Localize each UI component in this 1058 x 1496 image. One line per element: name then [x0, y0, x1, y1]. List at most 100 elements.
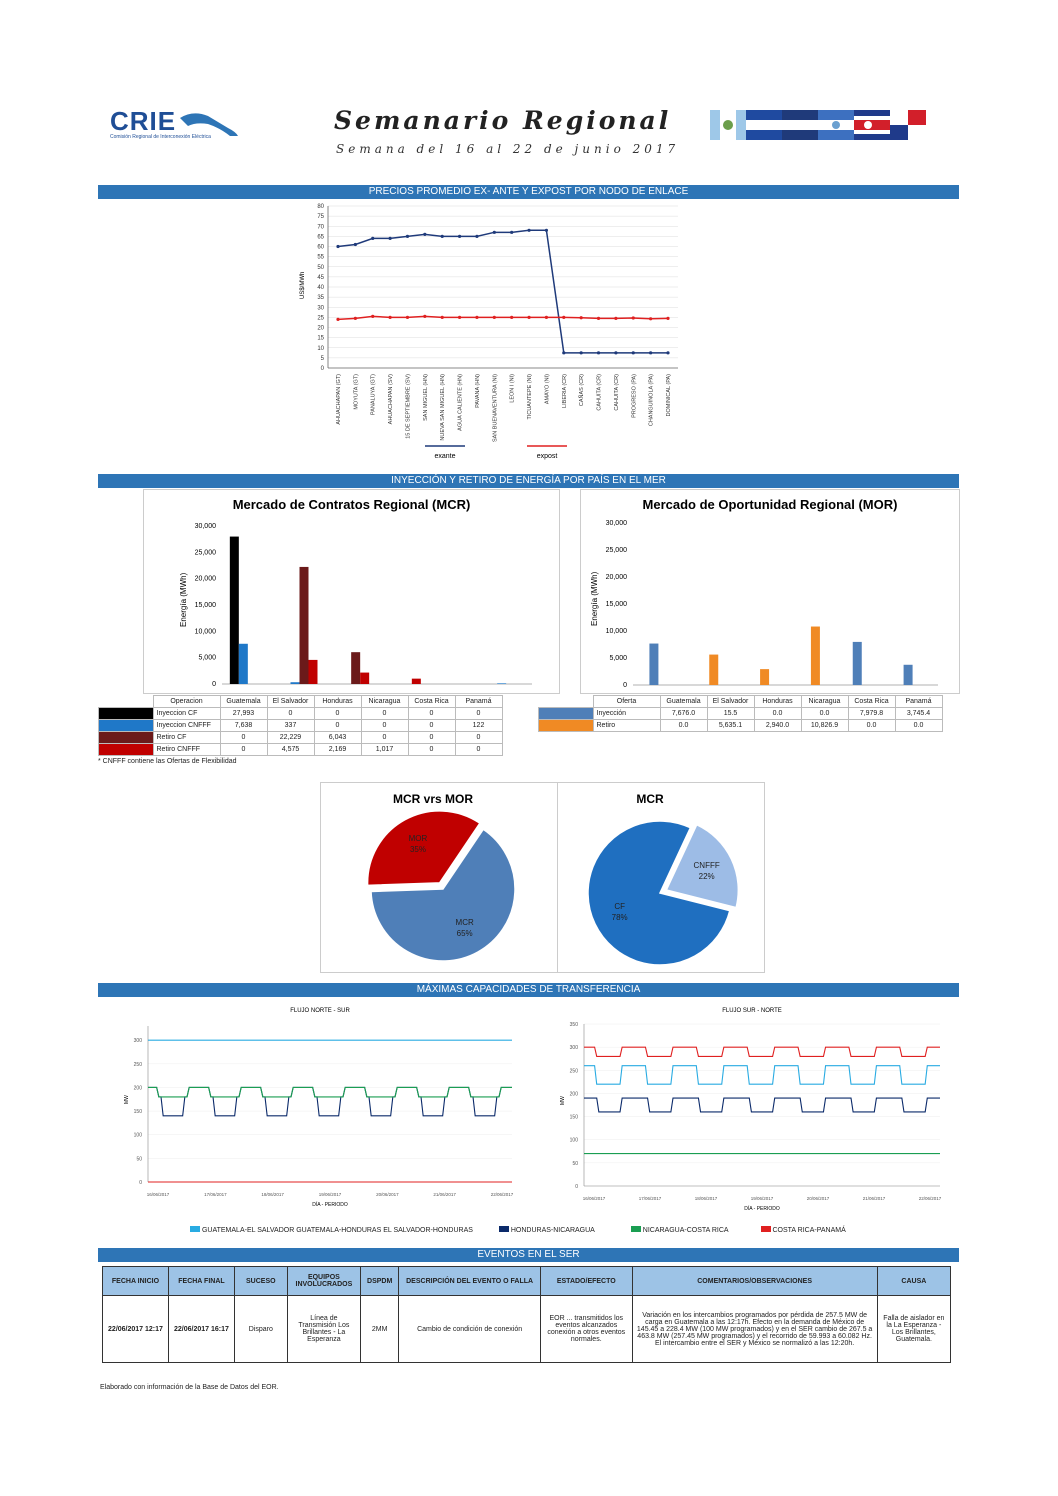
table-cell: Retiro CF: [152, 731, 221, 744]
chart-title: MCR vrs MOR: [393, 792, 473, 806]
table-cell: 0.0: [659, 719, 708, 732]
table-cell: 3,745.4: [894, 707, 943, 720]
logo-text: CRIE: [110, 106, 177, 136]
pie2-box: MCR CNFFF 22% CF 78%: [557, 782, 765, 973]
data-point: [388, 236, 392, 240]
table-header-cell: Honduras: [313, 695, 362, 708]
x-tick-label: PAVANA (HN): [475, 374, 481, 408]
bar: [238, 643, 248, 684]
mcr-chart: Mercado de Contratos Regional (MCR) 0 5,00…: [179, 497, 532, 688]
pie-mcr: MCR CNFFF 22% CF 78%: [587, 792, 740, 966]
y-tick-label: 15: [317, 336, 324, 342]
table-row: Inyeccion CNFFF 7,638 337 0 0 0 122: [98, 719, 503, 732]
x-tick-label: LEON I (NI): [510, 374, 516, 403]
x-tick-label: AHUACHAPAN (SV): [388, 374, 394, 424]
logo-subtitle: Comisión Regional de Interconexión Eléct…: [110, 134, 211, 140]
table-cell: 0.0: [800, 707, 849, 720]
x-tick-label: 22/06/2017: [919, 1196, 942, 1201]
x-tick-label: 17/06/2017: [204, 1192, 227, 1197]
data-point: [371, 314, 375, 318]
x-tick-label: MOYUTA (GT): [353, 374, 359, 410]
table-cell: 1,017: [360, 743, 409, 756]
section-capacidades: MÁXIMAS CAPACIDADES DE TRANSFERENCIA: [98, 983, 959, 997]
events-cell: Falla de aislador en la La Esperanza - L…: [876, 1295, 952, 1363]
table-header-cell: Costa Rica: [407, 695, 456, 708]
table-cell: Retiro: [592, 719, 661, 732]
data-point: [492, 230, 496, 234]
y-tick-label: 0: [321, 366, 325, 372]
data-point: [510, 230, 514, 234]
x-tick-label: 20/06/2017: [376, 1192, 399, 1197]
y-tick-label: 0: [575, 1184, 578, 1190]
x-tick-label: AMAYO (NI): [544, 374, 550, 404]
x-tick-label: 16/06/2017: [583, 1196, 606, 1201]
data-point: [336, 317, 340, 321]
y-tick-label: 250: [570, 1068, 579, 1074]
chart-title: FLUJO SUR - NORTE: [722, 1008, 782, 1014]
table-cell: 0: [407, 731, 456, 744]
data-point: [649, 317, 653, 321]
x-tick-label: CAÑAS (CR): [578, 374, 585, 406]
x-tick-label: SAN BUENAVENTURA (NI): [492, 374, 498, 442]
events-cell: 22/06/2017 16:17: [167, 1295, 235, 1363]
table-cell: 6,043: [313, 731, 362, 744]
table-header-cell: Nicaragua: [800, 695, 849, 708]
data-point: [457, 315, 462, 319]
bar: [649, 643, 659, 685]
y-tick-label: 200: [134, 1085, 143, 1091]
data-point: [614, 316, 618, 320]
table-cell: 0: [219, 743, 268, 756]
pie-slice: [665, 823, 740, 909]
y-tick-label: 35: [317, 295, 324, 301]
y-tick-label: 25: [317, 315, 324, 321]
legend-swatch: [98, 719, 154, 732]
series-line-expost: [337, 315, 669, 321]
bar: [852, 641, 862, 685]
table-cell: 0: [407, 707, 456, 720]
legend-swatch: [98, 743, 154, 756]
pie-mcr-vs-mor: MCR vrs MOR MOR 35% MCR 65%: [366, 792, 516, 962]
price-chart: 0 5 10 15 20 25 30 35 40 45 50 55 60 65 70 75 80 US$/MWh A…: [300, 204, 678, 460]
table-header-cell: Honduras: [753, 695, 802, 708]
events-table: FECHA INICIO FECHA FINAL SUCESO EQUIPOS INV…: [102, 1266, 952, 1363]
x-tick-label: PROGRESO (PA): [631, 374, 637, 418]
table-row: Retiro CF 0 22,229 6,043 0 0 0: [98, 731, 503, 744]
y-tick-label: 65: [317, 234, 324, 240]
data-point: [371, 236, 375, 240]
x-tick-label: PANALUYA (GT): [371, 374, 377, 415]
table-header-cell: Guatemala: [659, 695, 708, 708]
page-title: Semanario Regional: [334, 106, 672, 135]
events-cell: EOR ... transmitidos los eventos alcanza…: [540, 1295, 633, 1363]
y-tick-label: 15,000: [195, 602, 217, 609]
y-tick-label: 75: [317, 214, 324, 220]
events-header-cell: EQUIPOS INVOLUCRADOS: [286, 1266, 362, 1296]
events-row: 22/06/2017 12:17 22/06/2017 16:17 Disparo L…: [102, 1295, 952, 1363]
data-point: [388, 315, 392, 319]
data-point: [336, 244, 340, 249]
table-header-cell: Operacion: [152, 695, 221, 708]
table-cell: 4,575: [266, 743, 315, 756]
table-cell: 0: [313, 707, 362, 720]
legend-item-2: HONDURAS-NICARAGUA: [510, 1227, 595, 1234]
x-tick-label: LIBERIA (CR): [562, 374, 568, 408]
events-header-cell: DESCRIPCIÓN DEL EVENTO O FALLA: [398, 1266, 542, 1296]
legend-item-3: NICARAGUA-COSTA RICA: [642, 1227, 729, 1234]
x-tick-label: SAN MIGUEL (HN): [423, 374, 429, 421]
chart-title: Mercado de Oportunidad Regional (MOR): [643, 497, 898, 512]
events-cell: 2MM: [360, 1295, 400, 1363]
y-tick-label: 10,000: [606, 628, 628, 635]
y-tick-label: 20: [317, 326, 324, 332]
transfer-chart-sur-norte: FLUJO SUR - NORTE 0 50 100 150 200 250 300 350 MW…: [560, 1008, 942, 1212]
section-eventos: EVENTOS EN EL SER: [98, 1248, 959, 1262]
x-tick-label: NUEVA SAN MIGUEL (HN): [440, 374, 446, 441]
crie-logo: CRIE Comisión Regional de Interconexión …: [110, 106, 245, 140]
x-tick-label: 22/06/2017: [491, 1192, 514, 1197]
x-tick-label: 15 DE SEPTIEMBRE (SV): [405, 374, 411, 439]
x-tick-label: 19/06/2017: [751, 1196, 774, 1201]
y-tick-label: 55: [317, 255, 324, 261]
table-cell: 22,229: [266, 731, 315, 744]
y-tick-label: 80: [317, 204, 324, 210]
pie-slice: [587, 820, 731, 966]
y-tick-label: 250: [134, 1062, 143, 1068]
legend-swatch: [538, 707, 594, 720]
